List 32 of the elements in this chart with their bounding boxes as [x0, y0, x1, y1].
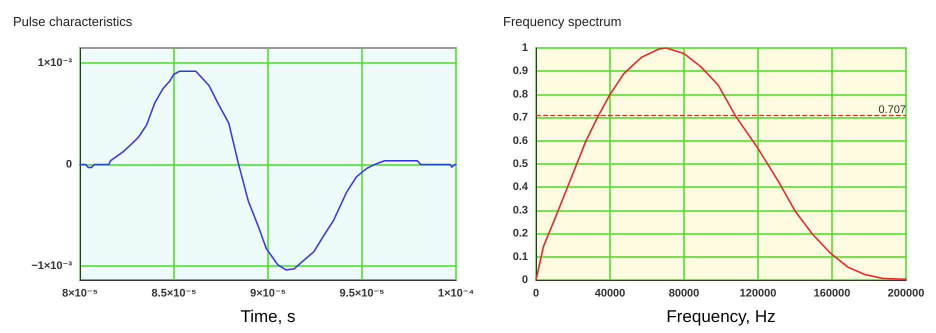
line-series: [535, 47, 907, 281]
x-tick-label: 160000: [814, 288, 850, 300]
line-series: [79, 70, 457, 271]
x-tick-label: 80000: [668, 288, 700, 300]
y-tick-label: 0: [66, 158, 72, 171]
x-tick-label: 0: [532, 288, 540, 300]
y-tick-label: 0.5: [512, 158, 528, 170]
y-tick-label: 0.1: [512, 250, 528, 263]
y-tick-label: 0.8: [512, 88, 528, 100]
x-tick-label: 120000: [740, 288, 776, 300]
x-tick-label: 8.5×10⁻⁵: [152, 288, 196, 300]
x-tick-label: 40000: [594, 288, 626, 300]
y-tick-label: 0.7: [512, 112, 528, 124]
y-tick-label: 0.4: [512, 181, 529, 194]
y-tick-label: 0.9: [512, 65, 528, 78]
y-tick-label: 1: [522, 42, 528, 54]
x-axis-title: Frequency, Hz: [666, 307, 776, 326]
chart-title: Frequency spectrum: [503, 14, 622, 29]
y-tick-label: 0.6: [512, 134, 528, 147]
x-axis-title: Time, s: [240, 307, 296, 326]
chart-title: Pulse characteristics: [13, 14, 133, 29]
y-tick-label: 0: [522, 274, 528, 286]
y-tick-label: 1×10⁻³: [38, 57, 72, 70]
x-tick-label: 8×10⁻⁵: [62, 288, 98, 300]
x-tick-label: 1×10⁻⁴: [438, 288, 474, 300]
ref-line-label: 0.707: [878, 104, 906, 116]
y-tick-label: −1×10⁻³: [31, 260, 72, 272]
y-tick-label: 0.3: [512, 204, 528, 216]
x-tick-label: 200000: [888, 288, 924, 300]
x-tick-label: 9×10⁻⁵: [250, 288, 286, 300]
x-tick-label: 9.5×10⁻⁵: [340, 288, 384, 300]
y-tick-label: 0.2: [512, 228, 528, 240]
